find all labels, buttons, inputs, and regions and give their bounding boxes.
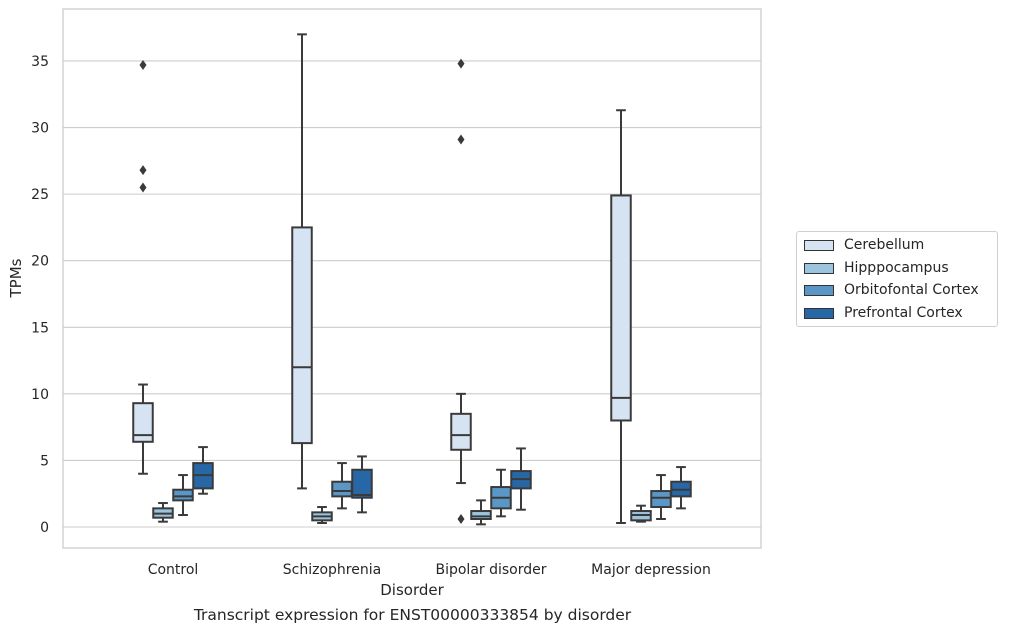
legend-item-orbitofontal-cortex: Orbitofontal Cortex — [804, 280, 979, 300]
legend-label-cerebellum: Cerebellum — [844, 237, 925, 253]
box-hipppocampus — [470, 499, 492, 526]
box-hipppocampus — [630, 504, 652, 523]
legend-swatch-orbitofontal-cortex — [804, 284, 834, 296]
box-body — [650, 490, 672, 509]
y-tick-label: 0 — [40, 520, 49, 536]
outlier-point — [457, 58, 465, 69]
y-tick-label: 35 — [31, 54, 49, 70]
legend-item-cerebellum: Cerebellum — [804, 235, 924, 255]
box-body — [450, 412, 472, 451]
box-prefrontal-cortex — [670, 466, 692, 510]
outlier-point — [457, 514, 465, 525]
box-prefrontal-cortex — [510, 447, 532, 511]
box-body — [291, 226, 313, 445]
box-prefrontal-cortex — [192, 446, 214, 495]
y-tick-label: 30 — [31, 121, 49, 137]
legend: Cerebellum Hipppocampus Orbitofontal Cor… — [796, 231, 998, 327]
y-tick-label: 25 — [31, 187, 49, 203]
legend-item-prefrontal-cortex: Prefrontal Cortex — [804, 303, 963, 323]
x-axis-label: Disorder — [380, 581, 444, 599]
x-tick-labels: Control Schizophrenia Bipolar disorder Majo… — [148, 562, 711, 578]
box-orbitofontal-cortex — [331, 462, 353, 510]
plot-frame — [62, 8, 762, 549]
outlier-point — [139, 59, 147, 70]
x-tick-label: Major depression — [591, 562, 711, 578]
outlier-point — [139, 165, 147, 176]
box-cerebellum — [132, 59, 154, 475]
box-body — [610, 194, 632, 422]
legend-item-hipppocampus: Hipppocampus — [804, 258, 949, 278]
box-body — [331, 480, 353, 498]
box-cerebellum — [610, 109, 632, 525]
chart-caption: Transcript expression for ENST0000033385… — [193, 606, 632, 624]
gridlines — [63, 60, 761, 528]
legend-swatch-cerebellum — [804, 239, 834, 251]
legend-swatch-prefrontal-cortex — [804, 307, 834, 319]
y-tick-label: 10 — [31, 387, 49, 403]
box-body — [351, 468, 373, 499]
y-tick-label: 5 — [40, 453, 49, 469]
box-body — [172, 488, 194, 502]
outlier-point — [139, 182, 147, 193]
y-tick-label: 15 — [31, 320, 49, 336]
box-orbitofontal-cortex — [650, 474, 672, 521]
legend-label-hipppocampus: Hipppocampus — [844, 260, 949, 276]
box-hipppocampus — [152, 502, 174, 523]
box-cerebellum — [450, 58, 472, 525]
legend-swatch-hipppocampus — [804, 262, 834, 274]
legend-label-orbitofontal-cortex: Orbitofontal Cortex — [844, 282, 979, 298]
box-body — [470, 510, 492, 521]
box-orbitofontal-cortex — [172, 474, 194, 517]
legend-label-prefrontal-cortex: Prefrontal Cortex — [844, 305, 963, 321]
box-plot-series — [132, 33, 692, 526]
box-hipppocampus — [311, 506, 333, 525]
x-tick-label: Control — [148, 562, 199, 578]
x-tick-label: Bipolar disorder — [435, 562, 546, 578]
y-tick-label: 20 — [31, 254, 49, 270]
y-tick-labels: 0 5 10 15 20 25 30 35 — [31, 54, 49, 536]
box-body — [132, 402, 154, 443]
box-orbitofontal-cortex — [490, 468, 512, 518]
box-cerebellum — [291, 33, 313, 490]
x-tick-label: Schizophrenia — [283, 562, 381, 578]
box-prefrontal-cortex — [351, 455, 373, 514]
outlier-point — [457, 134, 465, 145]
y-axis-label: TPMs — [7, 258, 25, 298]
